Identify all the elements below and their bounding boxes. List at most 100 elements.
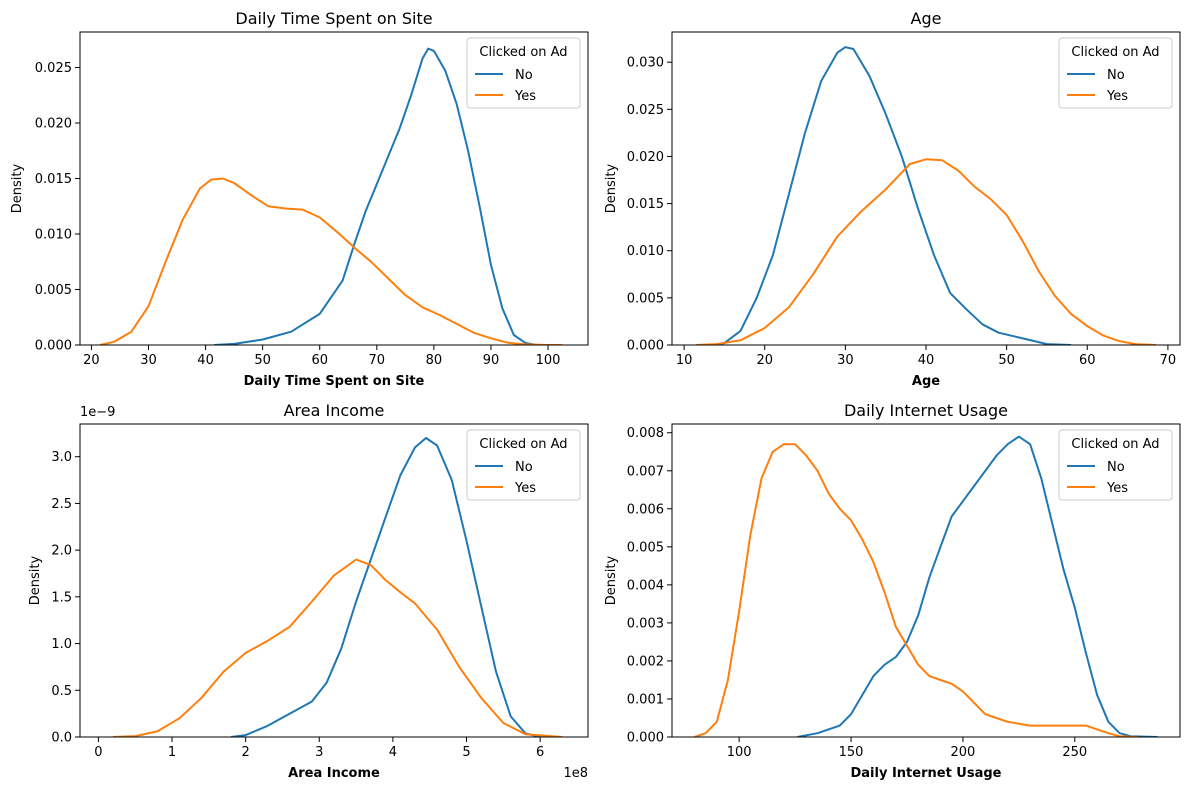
x-tick-label: 100 [536,353,561,368]
x-tick-label: 50 [998,353,1015,368]
legend-box [466,429,581,501]
legend-label-no: No [515,460,533,475]
kde-line-no [712,46,1072,345]
axes-frame [79,423,589,738]
y-tick-label: 1.0 [51,637,72,652]
y-tick-label: 0.5 [51,684,72,699]
legend-label-yes: Yes [1106,481,1128,496]
kde-line-yes [694,443,1138,737]
legend-label-yes: Yes [514,481,536,496]
y-tick-label: 0.015 [35,172,72,187]
y-tick-label: 0.000 [627,339,664,354]
kde-line-no [214,47,537,345]
plot-title: Area Income [284,401,385,420]
y-tick-label: 0.007 [627,464,664,479]
x-tick-label: 70 [1160,353,1177,368]
y-tick-label: 0.000 [35,339,72,354]
kde-line-yes [113,558,563,737]
y-tick-label: 0.004 [627,578,664,593]
x-axis-label: Daily Internet Usage [850,766,1001,781]
y-tick-label: 0.020 [35,117,72,132]
y-tick-label: 0.005 [35,283,72,298]
x-tick-label: 90 [483,353,500,368]
legend: Clicked on Ad No Yes [466,429,581,501]
x-axis-label: Area Income [288,766,380,781]
x-tick-label: 50 [254,353,271,368]
y-tick-label: 0.008 [627,426,664,441]
x-tick-label: 1 [168,745,176,760]
kde-line-yes [696,158,1156,345]
y-axis-label: Density [28,555,43,605]
y-tick-label: 0.025 [35,61,72,76]
x-tick-label: 40 [918,353,935,368]
x-tick-label: 150 [839,745,864,760]
y-offset-label: 1e−9 [80,405,115,420]
x-tick-label: 20 [83,353,100,368]
y-tick-label: 0.015 [627,197,664,212]
legend-label-no: No [515,68,533,83]
x-tick-label: 40 [197,353,214,368]
y-tick-label: 0.003 [627,616,664,631]
y-tick-label: 0.005 [627,540,664,555]
y-tick-label: 2.0 [51,544,72,559]
subplot-3: Area Income 0 1 2 3 4 5 6 0.0 0.5 1.0 1.5 2.0 2.5 3.0 A… [28,401,589,781]
x-tick-label: 3 [315,745,323,760]
y-tick-label: 0.0 [51,731,72,746]
x-tick-label: 5 [462,745,470,760]
x-tick-label: 30 [837,353,854,368]
kde-line-no [797,435,1158,737]
x-axis-label: Daily Time Spent on Site [244,374,425,389]
x-tick-label: 60 [311,353,328,368]
y-tick-label: 3.0 [51,450,72,465]
y-tick-label: 0.010 [627,244,664,259]
x-tick-label: 70 [369,353,386,368]
legend-title: Clicked on Ad [479,437,567,452]
axes-frame [79,31,589,346]
legend: Clicked on Ad No Yes [1058,37,1173,109]
y-tick-label: 0.005 [627,291,664,306]
legend-label-no: No [1107,460,1125,475]
axes-frame [671,423,1181,738]
x-tick-label: 100 [727,745,752,760]
x-tick-label: 10 [676,353,693,368]
y-tick-label: 1.5 [51,590,72,605]
legend-label-no: No [1107,68,1125,83]
kde-line-no [230,437,541,737]
y-tick-label: 0.020 [627,150,664,165]
y-axis-label: Density [10,163,25,213]
y-tick-label: 0.006 [627,502,664,517]
plot-title: Daily Time Spent on Site [235,9,432,28]
x-tick-label: 30 [140,353,157,368]
x-tick-label: 250 [1062,745,1087,760]
plot-title: Daily Internet Usage [844,401,1008,420]
x-tick-label: 80 [426,353,443,368]
legend-label-yes: Yes [1106,89,1128,104]
x-offset-label: 1e8 [563,766,588,781]
y-tick-label: 0.000 [627,731,664,746]
y-tick-label: 0.010 [35,228,72,243]
y-tick-label: 0.001 [627,692,664,707]
legend-title: Clicked on Ad [1071,437,1159,452]
x-tick-label: 200 [951,745,976,760]
y-tick-label: 0.030 [627,56,664,71]
x-tick-label: 20 [756,353,773,368]
x-tick-label: 2 [242,745,250,760]
legend-label-yes: Yes [514,89,536,104]
y-tick-label: 2.5 [51,497,72,512]
y-axis-label: Density [604,163,619,213]
subplot-1: Daily Time Spent on Site 20 30 40 50 60 70 80 90… [10,9,589,389]
plot-title: Age [911,9,942,28]
legend: Clicked on Ad No Yes [466,37,581,109]
legend: Clicked on Ad No Yes [1058,429,1173,501]
legend-title: Clicked on Ad [1071,45,1159,60]
kde-line-yes [99,177,563,345]
legend-title: Clicked on Ad [479,45,567,60]
y-tick-label: 0.002 [627,654,664,669]
x-tick-label: 0 [94,745,102,760]
legend-box [1058,37,1173,109]
legend-box [466,37,581,109]
y-tick-label: 0.025 [627,103,664,118]
x-tick-label: 4 [389,745,397,760]
subplot-2: Age 10 20 30 40 50 60 70 0.000 0.005 0.010 0.015 0.0… [604,9,1181,389]
